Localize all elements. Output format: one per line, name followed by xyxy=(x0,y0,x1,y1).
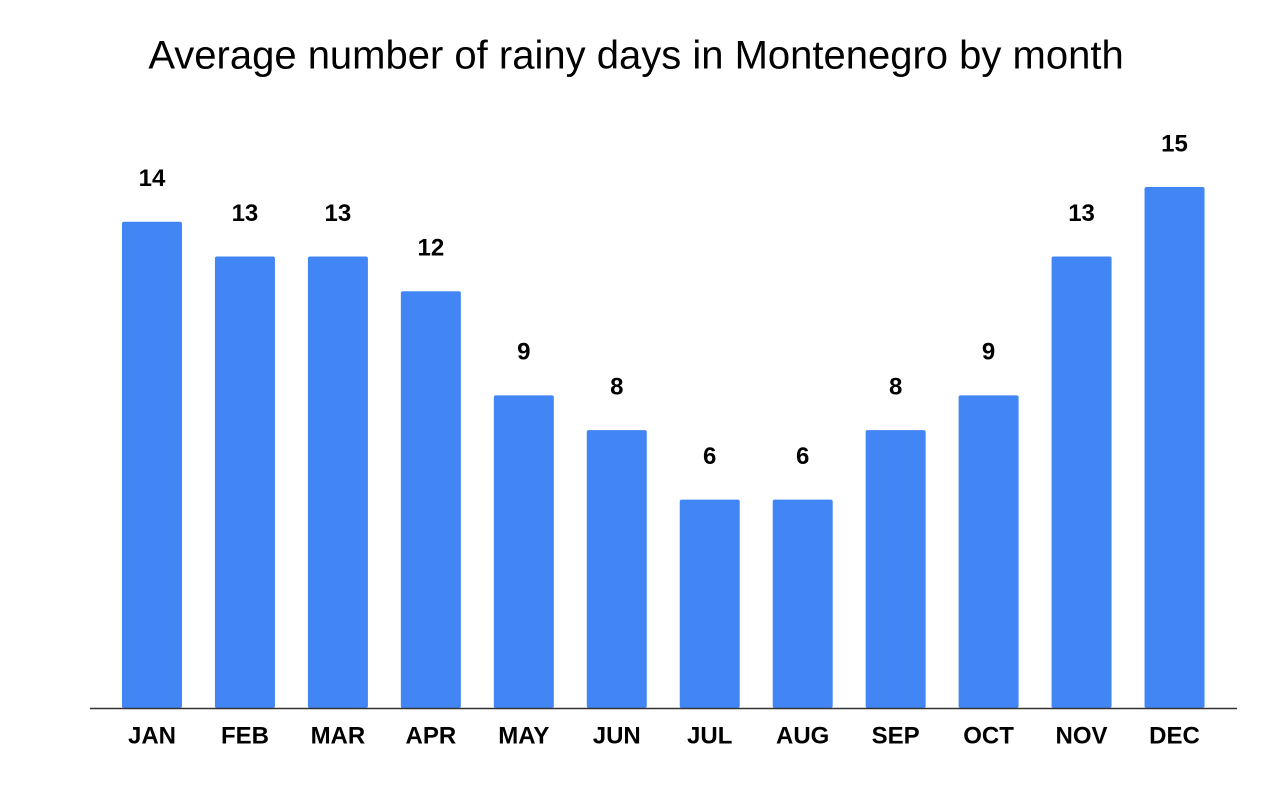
value-label: 13 xyxy=(325,200,352,227)
value-label: 13 xyxy=(232,200,259,227)
bar xyxy=(307,256,368,708)
value-label: 9 xyxy=(982,339,995,366)
bar xyxy=(214,256,275,708)
bar xyxy=(958,395,1019,708)
x-tick-label: DEC xyxy=(1149,722,1200,749)
bar xyxy=(121,221,182,708)
bar xyxy=(586,430,647,708)
value-label: 13 xyxy=(1068,200,1095,227)
value-label: 6 xyxy=(796,443,809,470)
chart-title: Average number of rainy days in Monteneg… xyxy=(148,34,1123,78)
x-tick-label: JAN xyxy=(128,722,176,749)
x-tick-label: NOV xyxy=(1056,722,1108,749)
value-label: 12 xyxy=(418,235,445,262)
x-tick-label: APR xyxy=(406,722,457,749)
value-label: 6 xyxy=(703,443,716,470)
bar xyxy=(1051,256,1112,708)
bar xyxy=(679,499,740,708)
x-tick-label: MAR xyxy=(311,722,366,749)
x-tick-label: MAY xyxy=(498,722,549,749)
value-label: 9 xyxy=(517,339,530,366)
value-label: 14 xyxy=(139,165,166,192)
x-tick-label: SEP xyxy=(872,722,920,749)
value-label: 15 xyxy=(1161,130,1188,157)
x-tick-label: JUL xyxy=(687,722,732,749)
bar xyxy=(772,499,833,708)
x-tick-label: AUG xyxy=(776,722,829,749)
x-tick-label: FEB xyxy=(221,722,269,749)
x-tick-label: OCT xyxy=(963,722,1014,749)
bar xyxy=(400,291,461,708)
bar xyxy=(493,395,554,708)
bar xyxy=(1144,187,1205,708)
value-label: 8 xyxy=(610,373,623,400)
bar xyxy=(865,430,926,708)
value-label: 8 xyxy=(889,373,902,400)
x-tick-label: JUN xyxy=(593,722,641,749)
